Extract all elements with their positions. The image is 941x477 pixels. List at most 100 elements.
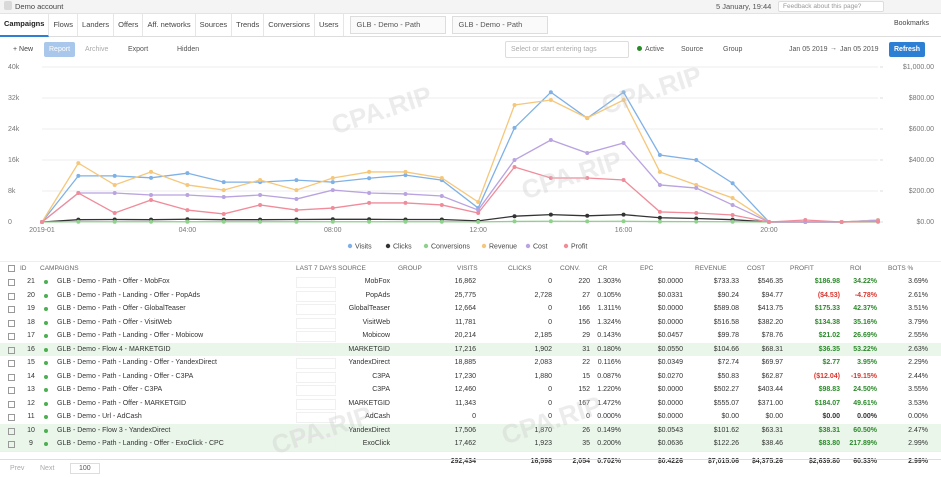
data-point — [294, 208, 299, 213]
cell: $0.0636 — [657, 440, 683, 447]
new-button[interactable]: + New — [13, 46, 34, 53]
data-point — [367, 169, 372, 174]
column-header[interactable]: REVENUE — [695, 265, 727, 272]
hidden-button[interactable]: Hidden — [177, 46, 200, 53]
row-checkbox[interactable] — [8, 333, 15, 340]
cell: $98.83 — [818, 386, 840, 393]
status-dot — [44, 320, 48, 325]
column-header[interactable]: CLICKS — [508, 265, 532, 272]
series-line — [41, 99, 879, 223]
cell: 0 — [548, 318, 552, 326]
cell: 220 — [578, 278, 590, 285]
data-point — [112, 182, 117, 187]
cell: 12,664 — [454, 305, 476, 312]
column-header[interactable]: CAMPAIGNS — [40, 265, 79, 272]
open-tab[interactable]: GLB - Demo - Path — [451, 16, 548, 34]
row-checkbox[interactable] — [8, 360, 15, 367]
row-checkbox[interactable] — [8, 387, 15, 394]
tags-input[interactable]: Select or start entering tags — [505, 41, 629, 58]
tab[interactable]: Aff. networks — [143, 14, 196, 36]
row-checkbox[interactable] — [8, 427, 15, 435]
cell: $50.83 — [717, 372, 739, 380]
column-header[interactable]: ROI — [850, 265, 862, 272]
column-header[interactable]: ID — [20, 265, 27, 272]
group-filter[interactable]: Group — [723, 46, 743, 53]
cell: $36.35 — [818, 345, 840, 353]
data-point — [512, 102, 517, 107]
row-checkbox[interactable] — [8, 441, 15, 448]
data-point — [149, 197, 154, 202]
open-tab[interactable]: GLB - Demo - Path — [349, 16, 446, 34]
page-size[interactable]: 100 — [70, 463, 100, 474]
legend-item[interactable]: Clicks — [385, 244, 412, 251]
cell: $589.08 — [713, 305, 739, 312]
row-checkbox[interactable] — [8, 292, 15, 300]
cell: 3.53% — [908, 399, 928, 407]
tab[interactable]: Flows — [49, 14, 79, 36]
cell: GLB - Demo - Path - Landing - Offer - Po… — [57, 291, 201, 299]
source-filter[interactable]: Source — [681, 46, 704, 53]
data-point — [112, 191, 117, 196]
tab[interactable]: Trends — [232, 14, 265, 36]
row-checkbox[interactable] — [8, 279, 15, 286]
refresh-button[interactable]: Refresh — [889, 42, 926, 57]
cell: 21 — [27, 278, 35, 285]
data-point — [403, 219, 408, 224]
logo — [4, 1, 12, 10]
sparkline — [296, 371, 336, 383]
column-header[interactable]: VISITS — [457, 265, 478, 272]
tab[interactable]: Campaigns — [0, 13, 50, 37]
cell: $99.78 — [717, 332, 739, 339]
column-header[interactable]: EPC — [640, 265, 654, 272]
column-header[interactable]: CONV. — [560, 265, 580, 272]
data-point — [512, 219, 517, 224]
select-all[interactable] — [8, 265, 15, 272]
cell: GLB - Demo - Path - Offer - VisitWeb — [57, 318, 172, 326]
tab[interactable]: Sources — [196, 14, 233, 36]
column-header[interactable]: LAST 7 DAYS — [296, 265, 337, 272]
data-point — [548, 98, 553, 103]
column-header[interactable]: CR — [598, 265, 608, 272]
date-to[interactable]: Jan 05 2019 — [840, 46, 879, 53]
report-button[interactable]: Report — [44, 42, 76, 57]
legend-item[interactable]: Conversions — [423, 244, 471, 251]
data-point — [512, 214, 517, 219]
row-checkbox[interactable] — [8, 306, 15, 313]
account-menu[interactable]: Demo account — [15, 2, 64, 11]
feedback[interactable]: Feedback about this page? — [778, 1, 884, 12]
next-button[interactable]: Next — [40, 465, 55, 472]
column-header[interactable]: PROFIT — [790, 265, 814, 272]
legend-item[interactable]: Profit — [563, 244, 588, 251]
cell: YandexDirect — [348, 359, 390, 366]
column-header[interactable]: COST — [747, 265, 766, 272]
data-point — [185, 193, 190, 198]
row-checkbox[interactable] — [8, 319, 15, 327]
row-checkbox[interactable] — [8, 414, 15, 421]
status-filter[interactable]: Active — [632, 42, 669, 57]
row-checkbox[interactable] — [8, 373, 15, 381]
legend-item[interactable]: Revenue — [481, 244, 517, 251]
cell: $0.0457 — [657, 332, 683, 339]
data-point — [149, 175, 154, 180]
archive-button[interactable]: Archive — [85, 46, 109, 53]
bookmarks[interactable]: Bookmarks — [893, 20, 929, 27]
export-button[interactable]: Export — [128, 46, 149, 53]
data-point — [221, 195, 226, 200]
tab[interactable]: Users — [315, 14, 344, 36]
legend-item[interactable]: Visits — [347, 244, 372, 251]
row-checkbox[interactable] — [8, 346, 15, 354]
prev-button[interactable]: Prev — [10, 465, 25, 472]
cell: $78.76 — [761, 332, 783, 339]
data-point — [76, 173, 81, 178]
column-header[interactable]: GROUP — [398, 265, 422, 272]
row-checkbox[interactable] — [8, 400, 15, 408]
legend-item[interactable]: Cost — [525, 244, 548, 251]
date-from[interactable]: Jan 05 2019 — [789, 46, 828, 53]
cell: $90.24 — [717, 291, 739, 299]
column-header[interactable]: SOURCE — [338, 265, 366, 272]
tab[interactable]: Landers — [78, 14, 115, 36]
table-row[interactable] — [0, 437, 941, 452]
tab[interactable]: Conversions — [264, 14, 315, 36]
tab[interactable]: Offers — [114, 14, 144, 36]
column-header[interactable]: BOTS % — [888, 265, 914, 272]
